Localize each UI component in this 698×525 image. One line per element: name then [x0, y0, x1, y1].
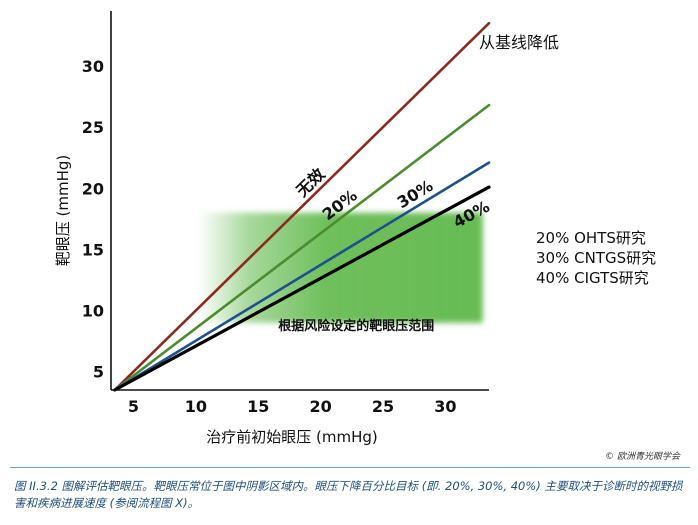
y-tick-label: 30 [82, 57, 104, 76]
x-tick-label: 20 [309, 397, 331, 416]
study-list: 20% OHTS研究 30% CNTGS研究 40% CIGTS研究 [536, 229, 656, 287]
x-axis-title: 治疗前初始眼压 (mmHg) [206, 428, 378, 446]
series-layer [115, 23, 489, 390]
caption-text: 图解评估靶眼压。靶眼压常位于图中阴影区域内。眼压下降百分比目标 (即. 20%,… [14, 479, 682, 510]
x-tick-label: 10 [185, 397, 207, 416]
y-tick-label: 5 [93, 363, 104, 382]
x-axis-ticks: 5 10 15 20 25 30 [128, 397, 457, 416]
y-tick-label: 15 [82, 240, 104, 259]
x-tick-label: 5 [128, 397, 139, 416]
x-tick-label: 25 [372, 397, 394, 416]
caption-divider [10, 467, 690, 468]
x-tick-label: 15 [247, 397, 269, 416]
y-axis-ticks: 5 10 15 20 25 30 [82, 57, 104, 382]
study-cntgs: 30% CNTGS研究 [536, 249, 656, 267]
caption-figure-number: 图 II.3.2 [14, 479, 58, 493]
baseline-line-label: 从基线降低 [479, 33, 559, 52]
y-tick-label: 10 [82, 302, 104, 321]
y-tick-label: 25 [82, 118, 104, 137]
figure-caption: 图 II.3.2 图解评估靶眼压。靶眼压常位于图中阴影区域内。眼压下降百分比目标… [14, 478, 690, 512]
x-tick-label: 30 [434, 397, 456, 416]
target-range-label: 根据风险设定的靶眼压范围 [278, 318, 434, 334]
y-tick-label: 20 [82, 179, 104, 198]
study-cigts: 40% CIGTS研究 [536, 269, 649, 287]
copyright-notice: © 欧洲青光眼学会 [605, 451, 681, 462]
y-axis-title: 靶眼压 (mmHg) [54, 155, 72, 267]
series-line-baseline [115, 23, 489, 390]
chart: 5 10 15 20 25 30 5 10 15 20 25 30 治疗前初始眼压 (mmHg) 靶… [0, 0, 698, 465]
study-ohts: 20% OHTS研究 [536, 229, 646, 247]
no-effect-line-label: 无效 [292, 164, 329, 201]
